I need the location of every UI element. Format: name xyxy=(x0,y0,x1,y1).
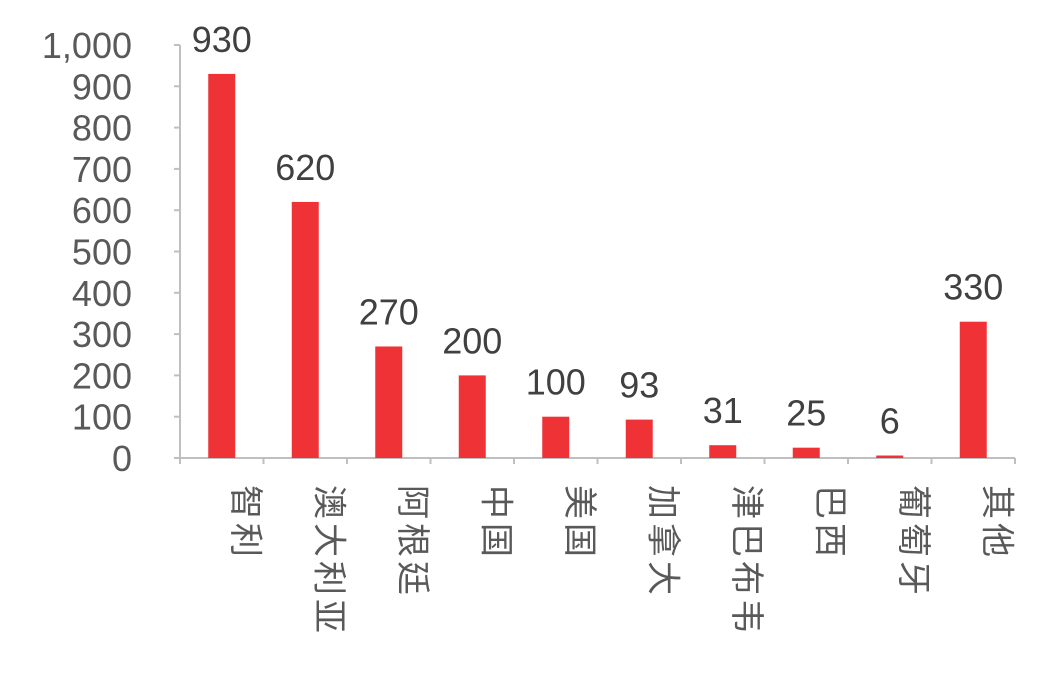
bar-4 xyxy=(542,416,570,458)
data-label-6: 31 xyxy=(703,390,743,431)
y-tick-label: 200 xyxy=(72,355,132,396)
category-label-4: 美国 xyxy=(559,485,599,561)
category-label-7: 巴西 xyxy=(809,485,849,561)
bars xyxy=(208,73,987,458)
category-label-text: 澳大利亚 xyxy=(308,485,348,637)
data-labels: 930 620 270 200 100 93 31 25 6 330 xyxy=(192,19,1004,442)
category-label-9: 其他 xyxy=(976,485,1016,561)
data-label-5: 93 xyxy=(619,365,659,406)
category-label-3: 中国 xyxy=(475,485,515,561)
category-label-text: 其他 xyxy=(976,485,1016,561)
bar-2 xyxy=(375,346,403,458)
category-label-5: 加拿大 xyxy=(642,485,682,599)
category-label-0: 智利 xyxy=(225,485,265,561)
y-tick-label: 300 xyxy=(72,314,132,355)
data-label-9: 330 xyxy=(943,267,1003,308)
category-label-2: 阿根廷 xyxy=(392,485,432,599)
category-label-text: 津巴布韦 xyxy=(726,485,766,637)
category-label-text: 加拿大 xyxy=(642,485,682,599)
bar-8 xyxy=(876,455,904,458)
bar-3 xyxy=(458,375,486,458)
y-tick-label: 0 xyxy=(112,438,132,479)
category-label-text: 葡萄牙 xyxy=(893,485,933,599)
data-label-3: 200 xyxy=(442,320,502,361)
category-label-text: 巴西 xyxy=(809,485,849,561)
bar-5 xyxy=(625,419,653,458)
x-category-labels: 智利 澳大利亚 阿根廷 中国 美国 加拿大 津巴布韦 巴西 葡萄牙 其他 xyxy=(225,485,1017,637)
axes xyxy=(174,44,1016,464)
category-label-6: 津巴布韦 xyxy=(726,485,766,637)
data-label-8: 6 xyxy=(880,401,900,442)
data-label-4: 100 xyxy=(526,362,586,403)
category-label-text: 阿根廷 xyxy=(392,485,432,599)
data-label-2: 270 xyxy=(359,291,419,332)
bar-9 xyxy=(959,321,987,458)
y-tick-label: 100 xyxy=(72,397,132,438)
y-tick-label: 1,000 xyxy=(42,25,132,66)
category-label-text: 美国 xyxy=(559,485,599,561)
y-tick-label: 600 xyxy=(72,190,132,231)
bar-6 xyxy=(709,445,737,458)
category-label-1: 澳大利亚 xyxy=(308,485,348,637)
data-label-1: 620 xyxy=(275,147,335,188)
y-tick-label: 900 xyxy=(72,66,132,107)
bar-7 xyxy=(792,447,820,458)
category-label-text: 中国 xyxy=(475,485,515,561)
data-label-0: 930 xyxy=(192,19,252,60)
y-tick-label: 700 xyxy=(72,149,132,190)
y-tick-label: 400 xyxy=(72,273,132,314)
category-label-text: 智利 xyxy=(225,485,265,561)
y-tick-label: 800 xyxy=(72,108,132,149)
data-label-7: 25 xyxy=(786,393,826,434)
category-label-8: 葡萄牙 xyxy=(893,485,933,599)
y-tick-label: 500 xyxy=(72,232,132,273)
bar-1 xyxy=(291,201,319,458)
bar-0 xyxy=(208,73,236,458)
